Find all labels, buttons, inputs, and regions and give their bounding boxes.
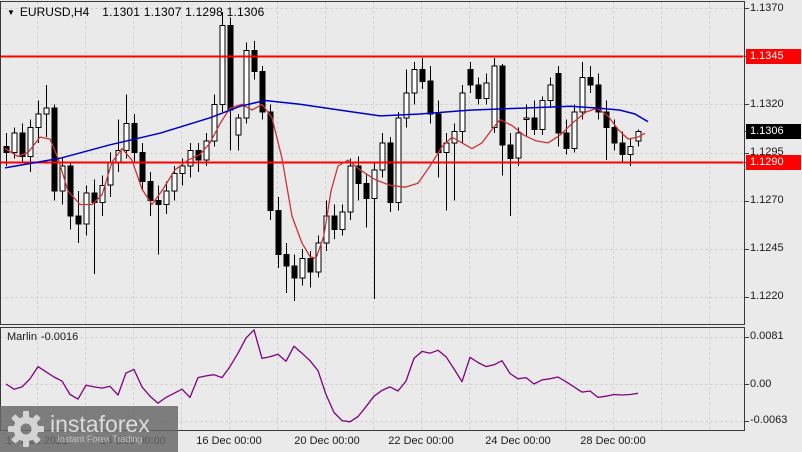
symbol-timeframe: EURUSD,H4 <box>19 5 90 19</box>
candle <box>507 133 514 217</box>
candle <box>483 73 490 105</box>
candle <box>195 142 202 172</box>
candle <box>331 204 338 240</box>
candle <box>59 158 66 205</box>
candle <box>155 185 162 255</box>
candle <box>395 112 402 211</box>
candle <box>43 85 50 138</box>
candle <box>235 114 242 151</box>
ma-line-blue <box>4 99 649 169</box>
candle <box>147 171 154 217</box>
ohlc-quotes: 1.1301 1.1307 1.1298 1.1306 <box>102 5 265 19</box>
candle <box>11 127 18 159</box>
candle <box>91 179 98 274</box>
candle <box>275 196 282 269</box>
candle <box>363 173 370 228</box>
candle <box>475 77 482 105</box>
candle <box>291 254 298 301</box>
candle <box>427 65 434 124</box>
candle <box>339 204 346 236</box>
candle <box>227 17 234 151</box>
indicator-axis-label: 0.0081 <box>750 330 784 342</box>
price-axis-label: 1.1270 <box>750 194 784 206</box>
candle <box>411 61 418 105</box>
candle <box>419 58 426 89</box>
indicator-name: Marlin <box>7 331 37 343</box>
candle <box>467 61 474 93</box>
symbol-dropdown-icon[interactable]: ▼ <box>7 7 15 17</box>
candle <box>299 248 306 286</box>
candlestick-series <box>3 11 642 301</box>
time-axis-label: 20 Dec 00:00 <box>294 435 360 447</box>
candle <box>547 77 554 109</box>
candle <box>347 158 354 220</box>
level-price-badge[interactable]: 1.1290 <box>746 155 801 170</box>
candle <box>491 58 498 134</box>
candle <box>219 11 226 112</box>
candle <box>531 100 538 136</box>
current-price-badge: 1.1306 <box>746 124 801 139</box>
candle <box>19 123 26 163</box>
candle <box>163 181 170 215</box>
candle <box>75 191 82 244</box>
indicator-axis-label: -0.0063 <box>750 414 788 426</box>
candle <box>523 104 530 138</box>
candle <box>83 185 90 236</box>
candle <box>115 119 122 172</box>
candle <box>387 137 394 213</box>
candle <box>259 65 266 120</box>
candle <box>211 94 218 147</box>
price-axis-label: 1.1220 <box>750 290 784 302</box>
candle <box>587 65 594 93</box>
time-axis-label: 24 Dec 00:00 <box>485 435 551 447</box>
candle <box>539 96 546 136</box>
candle <box>499 63 506 176</box>
watermark-tagline: Instant Forex Trading <box>57 434 143 444</box>
indicator-value: -0.0016 <box>40 331 79 343</box>
candle <box>379 133 386 178</box>
candle <box>619 131 626 163</box>
marlin-line <box>5 329 639 423</box>
candle <box>139 142 146 191</box>
candle <box>123 94 130 159</box>
indicator-panel-border <box>0 327 745 431</box>
candle <box>355 156 362 201</box>
candle <box>243 42 250 124</box>
instaforex-gear-icon <box>8 411 44 447</box>
price-axis-label: 1.1245 <box>750 242 784 254</box>
candle <box>403 69 410 128</box>
candle <box>459 85 466 143</box>
watermark-brand: instaforex <box>50 411 150 437</box>
candle <box>579 61 586 120</box>
ma-line-red <box>4 103 646 260</box>
watermark: instaforex Instant Forex Trading <box>0 406 178 452</box>
candle <box>563 119 570 155</box>
candle <box>595 73 602 120</box>
candle <box>571 104 578 153</box>
candle <box>251 40 258 80</box>
candle <box>515 127 522 166</box>
time-axis-label: 16 Dec 00:00 <box>196 435 262 447</box>
chart-title: ▼ EURUSD,H4 1.1301 1.1307 1.1298 1.1306 <box>7 5 265 19</box>
candle <box>603 100 610 161</box>
candle <box>635 129 642 147</box>
price-axis-label: 1.1320 <box>750 98 784 110</box>
indicator-axis-label: 0.00 <box>750 378 772 390</box>
price-axis-label: 1.1370 <box>750 2 784 14</box>
level-price-badge[interactable]: 1.1345 <box>746 49 801 64</box>
indicator-label: Marlin -0.0016 <box>7 331 78 343</box>
time-axis-label: 22 Dec 00:00 <box>388 435 454 447</box>
time-axis-label: 28 Dec 00:00 <box>580 435 646 447</box>
candle <box>35 100 42 143</box>
candle <box>371 162 378 299</box>
candle <box>283 243 290 294</box>
